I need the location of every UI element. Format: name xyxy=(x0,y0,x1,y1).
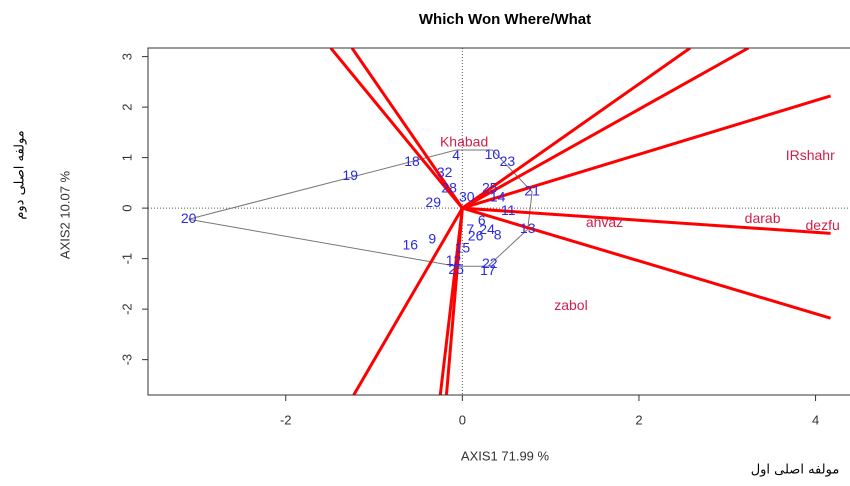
plot-frame xyxy=(147,47,850,396)
chart-title: Which Won Where/What xyxy=(419,11,591,28)
genotype-label: 4 xyxy=(452,147,460,163)
environment-label: darab xyxy=(745,210,781,226)
y-tick-label: 1 xyxy=(119,154,134,161)
rays xyxy=(329,48,832,395)
genotype-label: 21 xyxy=(524,183,540,199)
genotype-label: 13 xyxy=(520,220,536,236)
genotype-label: 23 xyxy=(500,153,516,169)
genotype-label: 6 xyxy=(478,212,486,228)
genotype-label: 30 xyxy=(459,189,475,205)
environment-label: ahvaz xyxy=(586,214,623,230)
genotype-label: 28 xyxy=(441,180,457,196)
sector-ray xyxy=(462,206,831,235)
sector-ray xyxy=(461,94,832,210)
genotype-label: 19 xyxy=(342,167,358,183)
genotype-label: 25 xyxy=(482,180,498,196)
environment-label: IRshahr xyxy=(786,147,835,163)
genotype-label: 32 xyxy=(437,164,453,180)
genotype-label: 20 xyxy=(181,210,197,226)
x-axis-label: AXIS1 71.99 % xyxy=(461,448,550,463)
genotype-label: 17 xyxy=(480,262,496,278)
genotype-label: 10 xyxy=(485,146,501,162)
genotype-label: 12 xyxy=(446,252,462,268)
x-tick-label: 0 xyxy=(459,412,466,427)
side-label: مولفه اصلی دوم xyxy=(13,130,28,219)
genotype-label: 15 xyxy=(455,240,471,256)
sector-ray xyxy=(461,206,832,320)
x-tick-label: -2 xyxy=(280,412,292,427)
bottom-label: مولفه اصلی اول xyxy=(751,463,840,478)
environment-label: zabol xyxy=(554,297,587,313)
genotype-label: 16 xyxy=(402,237,418,253)
genotype-label: 9 xyxy=(428,231,436,247)
genotype-label: 11 xyxy=(501,202,516,218)
sector-ray xyxy=(444,207,464,395)
genotype-label: 29 xyxy=(425,194,441,210)
environment-label: Khabad xyxy=(440,134,488,150)
sector-ray xyxy=(352,207,464,395)
x-tick-label: 4 xyxy=(812,412,819,427)
y-axis-label: AXIS2 10.07 % xyxy=(57,170,72,259)
genotype-label: 25 xyxy=(448,261,464,277)
y-tick-label: 3 xyxy=(119,53,134,60)
sector-ray xyxy=(350,48,464,209)
genotype-label: 18 xyxy=(404,153,420,169)
sector-ray xyxy=(329,48,464,210)
environment-label: dezfu xyxy=(806,217,840,233)
y-tick-label: 2 xyxy=(119,103,134,110)
hull-polygon xyxy=(188,149,533,267)
y-tick-label: -2 xyxy=(119,303,134,315)
y-tick-label: -1 xyxy=(119,253,134,265)
genotype-label: 7 xyxy=(466,221,474,237)
genotype-label: 14 xyxy=(490,189,506,205)
x-tick-label: 2 xyxy=(635,412,642,427)
genotype-label: 24 xyxy=(479,221,495,237)
y-tick-label: 0 xyxy=(119,204,134,211)
y-tick-label: -3 xyxy=(119,354,134,366)
genotype-label: 26 xyxy=(468,228,484,244)
genotype-label: 8 xyxy=(494,227,502,243)
sector-ray xyxy=(461,48,750,210)
sector-ray xyxy=(461,48,692,210)
genotype-label: 22 xyxy=(482,255,498,271)
